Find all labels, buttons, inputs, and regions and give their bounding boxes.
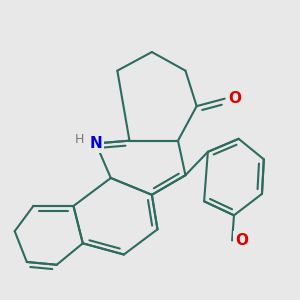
Text: H: H [74,133,84,146]
Text: O: O [235,233,248,248]
Text: O: O [228,91,242,106]
Text: N: N [89,136,102,151]
